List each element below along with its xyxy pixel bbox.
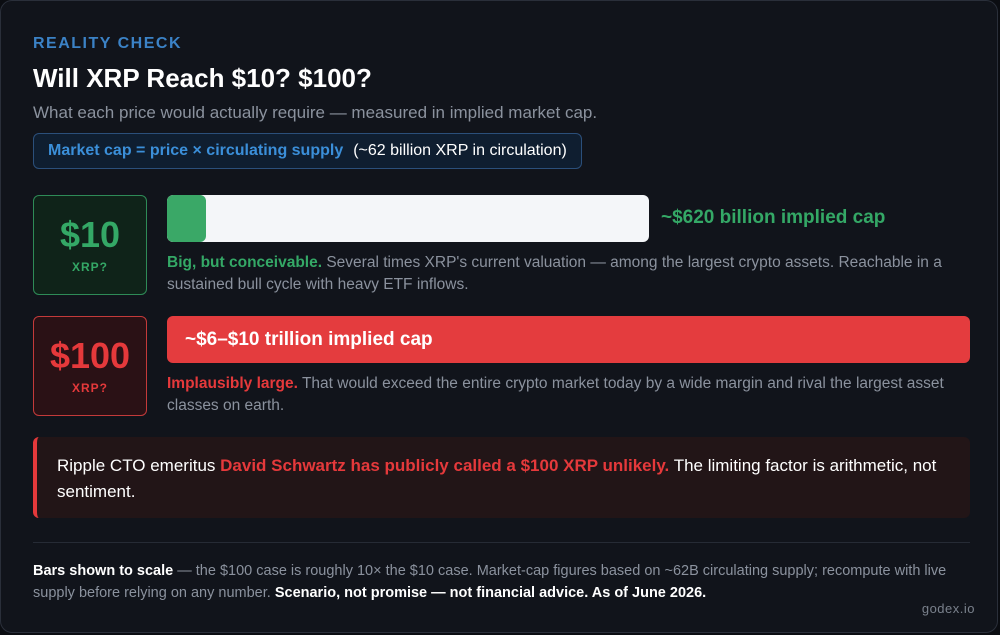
- cap-bar-fill-10: [167, 195, 206, 242]
- scenario-verdict: Big, but conceivable.: [167, 254, 323, 271]
- scenario-price: $10: [59, 214, 121, 255]
- scenario-description-100: Implausibly large. That would exceed the…: [167, 373, 957, 417]
- quote-outro: The limiting factor is arithmetic, not s…: [57, 456, 937, 501]
- formula-text: Market cap = price × circulating supply: [48, 142, 344, 159]
- scenario-unit: XRP?: [71, 381, 108, 395]
- cap-bar-track-10: [167, 195, 649, 242]
- eyebrow-label: REALITY CHECK: [33, 35, 182, 52]
- formula-box: Market cap = price × circulating supply …: [33, 133, 582, 169]
- footer-text: — the $100 case is roughly 10× the $10 c…: [33, 563, 947, 601]
- scenario-tile-100: $100 XRP?: [33, 316, 147, 416]
- scenario-tile-10: $10 XRP?: [33, 195, 147, 295]
- cap-bar-100: ~$6–$10 trillion implied cap: [167, 316, 970, 363]
- footer-bold-lead: Bars shown to scale: [33, 563, 174, 579]
- supply-note: (~62 billion XRP in circulation): [353, 142, 567, 159]
- scenario-unit: XRP?: [71, 260, 108, 274]
- page-subtitle: What each price would actually require —…: [33, 103, 598, 122]
- implied-cap-label-100: ~$6–$10 trillion implied cap: [185, 328, 433, 350]
- quote-callout: Ripple CTO emeritus David Schwartz has p…: [33, 437, 970, 518]
- divider: [33, 542, 970, 543]
- quote-highlight: David Schwartz has publicly called a $10…: [220, 456, 670, 475]
- page-title: Will XRP Reach $10? $100?: [33, 63, 372, 93]
- footer-disclaimer: Scenario, not promise — not financial ad…: [274, 585, 707, 601]
- brand-watermark: godex.io: [921, 601, 975, 616]
- footer-note: Bars shown to scale — the $100 case is r…: [33, 560, 973, 604]
- scenario-body: Several times XRP's current valuation — …: [167, 254, 942, 293]
- scenario-verdict: Implausibly large.: [167, 375, 298, 392]
- implied-cap-label-10: ~$620 billion implied cap: [661, 207, 886, 228]
- scenario-price: $100: [49, 335, 131, 376]
- quote-intro: Ripple CTO emeritus: [57, 456, 216, 475]
- scenario-description-10: Big, but conceivable. Several times XRP'…: [167, 252, 957, 296]
- scenario-body: That would exceed the entire crypto mark…: [167, 375, 944, 414]
